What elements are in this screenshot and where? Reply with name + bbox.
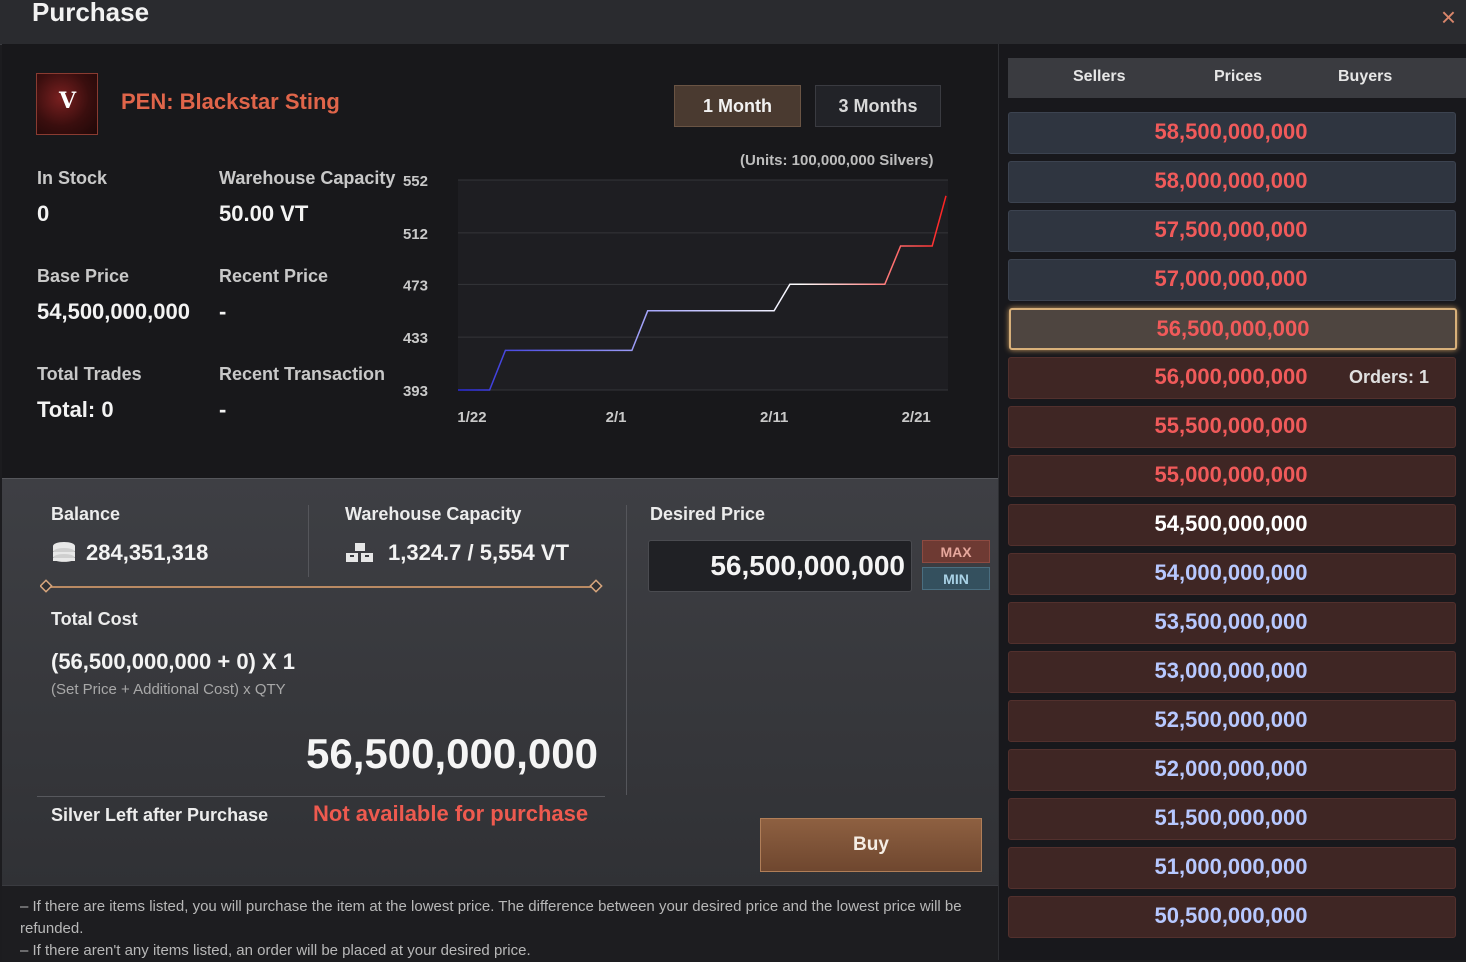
chart-series-line (458, 195, 947, 391)
order-book-header (1008, 58, 1466, 98)
order-price: 53,500,000,000 (1154, 609, 1308, 634)
desired-price-label: Desired Price (650, 504, 766, 524)
order-book-row[interactable]: 51,000,000,000 (1008, 847, 1456, 889)
warehouse-capacity-label: Warehouse Capacity (345, 504, 522, 524)
order-price: 58,000,000,000 (1154, 168, 1308, 193)
order-book-row[interactable]: 58,500,000,000 (1008, 112, 1456, 154)
chart-x-tick: 2/11 (760, 409, 788, 426)
buy-button[interactable]: Buy (760, 818, 982, 872)
order-price: 50,500,000,000 (1154, 903, 1308, 928)
item-name: PEN: Blackstar Sting (121, 89, 340, 114)
max-price-button[interactable]: MAX (922, 540, 990, 563)
order-book-row[interactable]: 52,500,000,000 (1008, 700, 1456, 742)
chart-x-tick: 1/22 (457, 409, 486, 426)
title-bar (0, 0, 1466, 45)
window-title: Purchase (32, 0, 150, 27)
note-line: – If there aren't any items listed, an o… (20, 942, 531, 959)
order-book-row[interactable]: 50,500,000,000 (1008, 896, 1456, 938)
order-price: 56,000,000,000 (1154, 364, 1308, 389)
order-price: 58,500,000,000 (1154, 119, 1308, 144)
order-price: 52,500,000,000 (1154, 707, 1308, 732)
order-price: 55,500,000,000 (1154, 413, 1308, 438)
recent-transaction-label: Recent Transaction (219, 364, 386, 384)
total-cost-amount: 56,500,000,000 (306, 730, 598, 777)
order-price: 57,500,000,000 (1154, 217, 1308, 242)
order-price: 57,000,000,000 (1154, 266, 1308, 291)
divider (626, 505, 627, 795)
chart-units-note: (Units: 100,000,000 Silvers) (740, 152, 934, 169)
chart-x-tick: 2/1 (606, 409, 627, 426)
desired-price-value: 56,500,000,000 (710, 550, 905, 581)
divider (37, 796, 605, 797)
order-price: 54,500,000,000 (1154, 511, 1308, 536)
order-book-row[interactable]: 57,500,000,000 (1008, 210, 1456, 252)
order-book-row[interactable]: 55,000,000,000 (1008, 455, 1456, 497)
tab-3-months[interactable]: 3 Months (815, 85, 941, 127)
sellers-column-header: Sellers (1073, 68, 1126, 85)
balance-label: Balance (51, 504, 121, 524)
order-book-row[interactable]: 58,000,000,000 (1008, 161, 1456, 203)
coins-icon (53, 542, 75, 562)
recent-transaction-value: - (219, 397, 227, 422)
total-cost-formula-hint: (Set Price + Additional Cost) x QTY (51, 681, 286, 698)
chart-y-tick: 433 (403, 330, 428, 347)
warehouse-boxes-icon (346, 543, 373, 562)
total-cost-label: Total Cost (51, 609, 138, 629)
order-price: 55,000,000,000 (1154, 462, 1308, 487)
notes-panel (2, 885, 998, 961)
price-history-chart: 552 512 473 433 393 1/22 2/1 2/11 2/21 (403, 173, 948, 426)
order-book-row[interactable]: 54,000,000,000 (1008, 553, 1456, 595)
order-book-row[interactable]: 51,500,000,000 (1008, 798, 1456, 840)
order-book-row[interactable]: 56,500,000,000 (1009, 308, 1457, 350)
ornament-divider (40, 579, 603, 593)
warehouse-capacity-value: 50.00 VT (219, 201, 309, 226)
close-icon[interactable]: × (1440, 2, 1456, 32)
warehouse-capacity-value: 1,324.7 / 5,554 VT (388, 540, 570, 565)
silver-left-label: Silver Left after Purchase (51, 805, 269, 825)
min-price-button[interactable]: MIN (922, 567, 990, 590)
chart-y-tick: 552 (403, 173, 428, 190)
order-book-row[interactable]: 57,000,000,000 (1008, 259, 1456, 301)
warehouse-capacity-label: Warehouse Capacity (219, 168, 396, 188)
order-book-row[interactable]: 56,000,000,000 Orders: 1 (1008, 357, 1456, 399)
base-price-value: 54,500,000,000 (37, 299, 190, 324)
item-icon-glyph: V (59, 88, 77, 114)
buyers-column-header: Buyers (1338, 68, 1393, 85)
tab-1-month[interactable]: 1 Month (674, 85, 801, 127)
order-price: 54,000,000,000 (1154, 560, 1308, 585)
order-count: Orders: 1 (1349, 367, 1430, 387)
recent-price-value: - (219, 299, 227, 324)
chart-y-tick: 512 (403, 226, 428, 243)
order-book-row[interactable]: 55,500,000,000 (1008, 406, 1456, 448)
recent-price-label: Recent Price (219, 266, 329, 286)
order-price: 56,500,000,000 (1156, 316, 1310, 341)
in-stock-value: 0 (37, 201, 50, 226)
order-book-row[interactable]: 54,500,000,000 (1008, 504, 1456, 546)
chart-y-tick: 393 (403, 383, 428, 400)
chart-y-tick: 473 (403, 277, 428, 294)
order-price: 53,000,000,000 (1154, 658, 1308, 683)
in-stock-label: In Stock (37, 168, 108, 188)
order-book-row[interactable]: 53,500,000,000 (1008, 602, 1456, 644)
balance-value: 284,351,318 (86, 540, 209, 565)
chart-x-tick: 2/21 (902, 409, 931, 426)
note-line: – If there are items listed, you will pu… (20, 898, 962, 937)
prices-column-header: Prices (1214, 68, 1263, 85)
item-icon: V (36, 73, 98, 135)
divider (308, 505, 309, 577)
total-trades-value: Total: 0 (37, 397, 114, 422)
silver-left-value: Not available for purchase (313, 801, 589, 826)
order-book-row[interactable]: 53,000,000,000 (1008, 651, 1456, 693)
desired-price-input[interactable]: 56,500,000,000 (648, 540, 912, 592)
base-price-label: Base Price (37, 266, 130, 286)
total-cost-formula: (56,500,000,000 + 0) X 1 (51, 649, 296, 674)
order-book-row[interactable]: 52,000,000,000 (1008, 749, 1456, 791)
order-price: 52,000,000,000 (1154, 756, 1308, 781)
total-trades-label: Total Trades (37, 364, 142, 384)
order-price: 51,000,000,000 (1154, 854, 1308, 879)
order-price: 51,500,000,000 (1154, 805, 1308, 830)
